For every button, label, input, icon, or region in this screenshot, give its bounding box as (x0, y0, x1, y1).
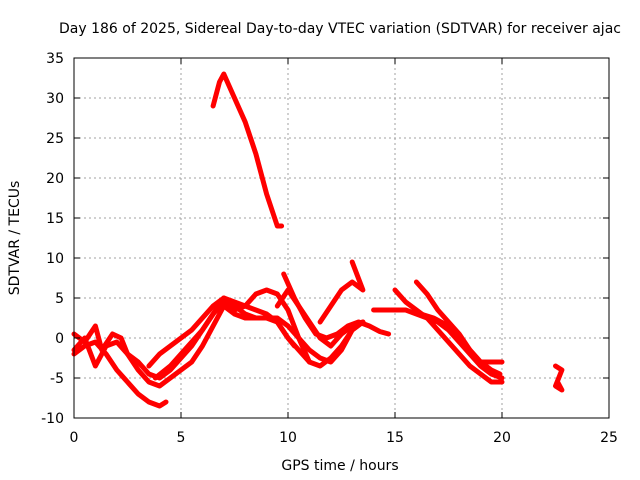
axis-ticks (73, 57, 610, 419)
series-line-trace-m (553, 363, 565, 393)
x-tick-label: 5 (177, 430, 186, 446)
y-axis-title: SDTVAR / TECUs (7, 181, 23, 296)
series-line-trace-j (392, 287, 505, 385)
series-line-trace-k (413, 279, 505, 365)
x-tick-label: 15 (386, 430, 404, 446)
x-tick-label: 0 (70, 430, 79, 446)
grid (74, 58, 609, 418)
y-tick-label: -5 (50, 371, 64, 387)
series-line-trace-e (152, 287, 312, 381)
series-line-trace-d (146, 295, 366, 369)
x-tick-labels: 0 5 10 15 20 25 (70, 430, 618, 446)
y-tick-labels: -10 -5 0 5 10 15 20 25 30 35 (41, 51, 64, 427)
y-tick-label: 35 (46, 51, 64, 67)
y-tick-label: -10 (41, 411, 64, 427)
x-tick-label: 20 (493, 430, 511, 446)
plot-frame (73, 57, 610, 419)
chart-title: Day 186 of 2025, Sidereal Day-to-day VTE… (59, 21, 621, 37)
x-tick-label: 10 (279, 430, 297, 446)
y-tick-label: 25 (46, 131, 64, 147)
series-line-trace-g (281, 271, 392, 341)
y-tick-label: 20 (46, 171, 64, 187)
x-axis-title: GPS time / hours (281, 458, 398, 474)
y-tick-label: 5 (55, 291, 64, 307)
series-line-trace-peak (210, 71, 285, 229)
series-line-trace-h (317, 259, 366, 325)
x-tick-label: 25 (600, 430, 618, 446)
series-line-trace-l (418, 311, 503, 377)
y-tick-label: 0 (55, 331, 64, 347)
y-tick-label: 10 (46, 251, 64, 267)
y-tick-label: 15 (46, 211, 64, 227)
series-traces (71, 71, 565, 409)
series-line-trace-a (71, 339, 169, 409)
y-tick-label: 30 (46, 91, 64, 107)
